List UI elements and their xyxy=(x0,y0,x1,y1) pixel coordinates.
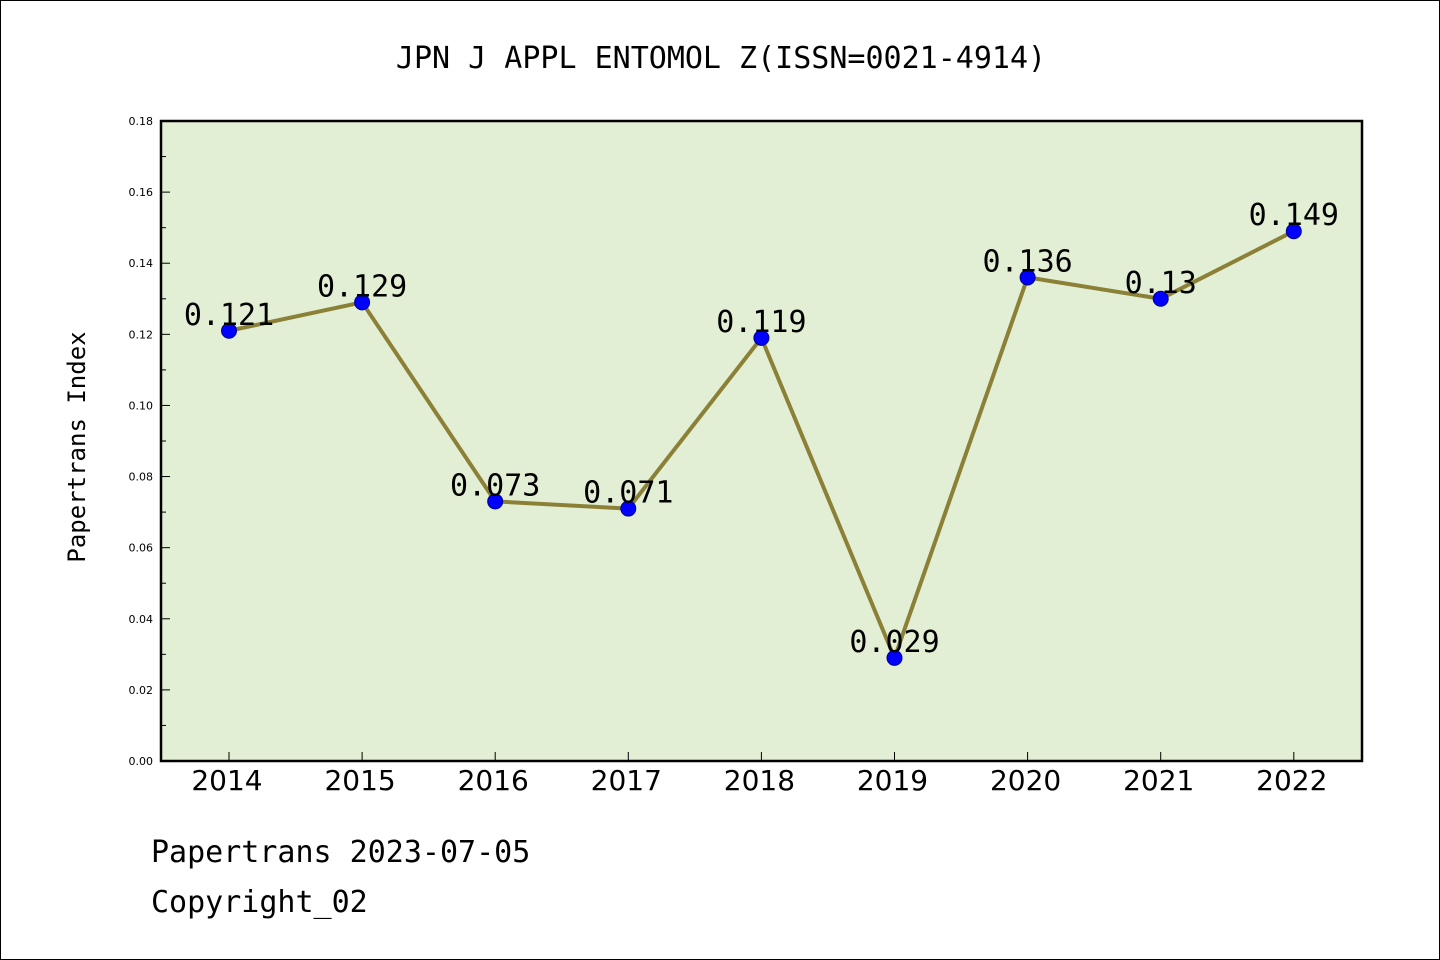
data-label: 0.129 xyxy=(317,269,407,304)
data-point xyxy=(886,649,903,666)
y-tick-label: 0.16 xyxy=(129,186,154,199)
footer-date: Papertrans 2023-07-05 xyxy=(151,835,531,870)
data-point xyxy=(1019,269,1036,286)
x-tick-label: 2014 xyxy=(191,764,262,797)
x-tick-label: 2020 xyxy=(990,764,1061,797)
y-tick-label: 0.06 xyxy=(129,542,154,555)
data-point xyxy=(620,500,637,517)
y-tick-label: 0.10 xyxy=(129,399,154,412)
data-label: 0.029 xyxy=(849,625,939,660)
data-point xyxy=(354,294,371,311)
data-point xyxy=(487,493,504,510)
y-tick-label: 0.00 xyxy=(129,755,154,768)
y-axis-label: Papertrans Index xyxy=(63,331,91,562)
data-label: 0.121 xyxy=(184,298,274,333)
data-label: 0.149 xyxy=(1249,198,1339,233)
data-label: 0.136 xyxy=(982,244,1072,279)
x-tick-label: 2021 xyxy=(1123,764,1194,797)
chart-title: JPN J APPL ENTOMOL Z(ISSN=0021-4914) xyxy=(396,41,1046,76)
data-point xyxy=(1152,290,1169,307)
data-point xyxy=(221,322,237,339)
x-tick-label: 2022 xyxy=(1256,764,1327,797)
data-label: 0.13 xyxy=(1125,266,1197,301)
footer-copyright: Copyright_02 xyxy=(151,885,368,920)
x-axis-ticks: 2014 2015 2016 2017 2018 2019 2020 2021 2022 xyxy=(191,752,1327,797)
data-labels: 0.121 0.129 0.073 0.071 0.119 0.029 0.136 0.13 0… xyxy=(184,198,1339,660)
series-markers xyxy=(221,223,1302,666)
x-tick-label: 2017 xyxy=(591,764,662,797)
data-label: 0.073 xyxy=(450,468,540,503)
data-label: 0.071 xyxy=(583,476,673,511)
data-point xyxy=(753,329,770,346)
data-point xyxy=(1285,223,1302,240)
y-tick-label: 0.04 xyxy=(129,613,154,626)
y-tick-label: 0.18 xyxy=(129,115,154,128)
x-tick-label: 2016 xyxy=(458,764,529,797)
y-axis-ticks: 0.00 0.02 0.04 0.06 0.08 0.10 0.12 0.14 0.16 0.18 xyxy=(129,115,170,768)
plot-area xyxy=(159,119,1364,763)
y-tick-label: 0.02 xyxy=(129,684,154,697)
x-tick-label: 2019 xyxy=(857,764,928,797)
y-tick-label: 0.12 xyxy=(129,328,154,341)
data-label: 0.119 xyxy=(716,305,806,340)
x-tick-label: 2018 xyxy=(724,764,795,797)
y-tick-label: 0.08 xyxy=(129,471,154,484)
y-tick-label: 0.14 xyxy=(129,257,154,270)
x-tick-label: 2015 xyxy=(324,764,395,797)
